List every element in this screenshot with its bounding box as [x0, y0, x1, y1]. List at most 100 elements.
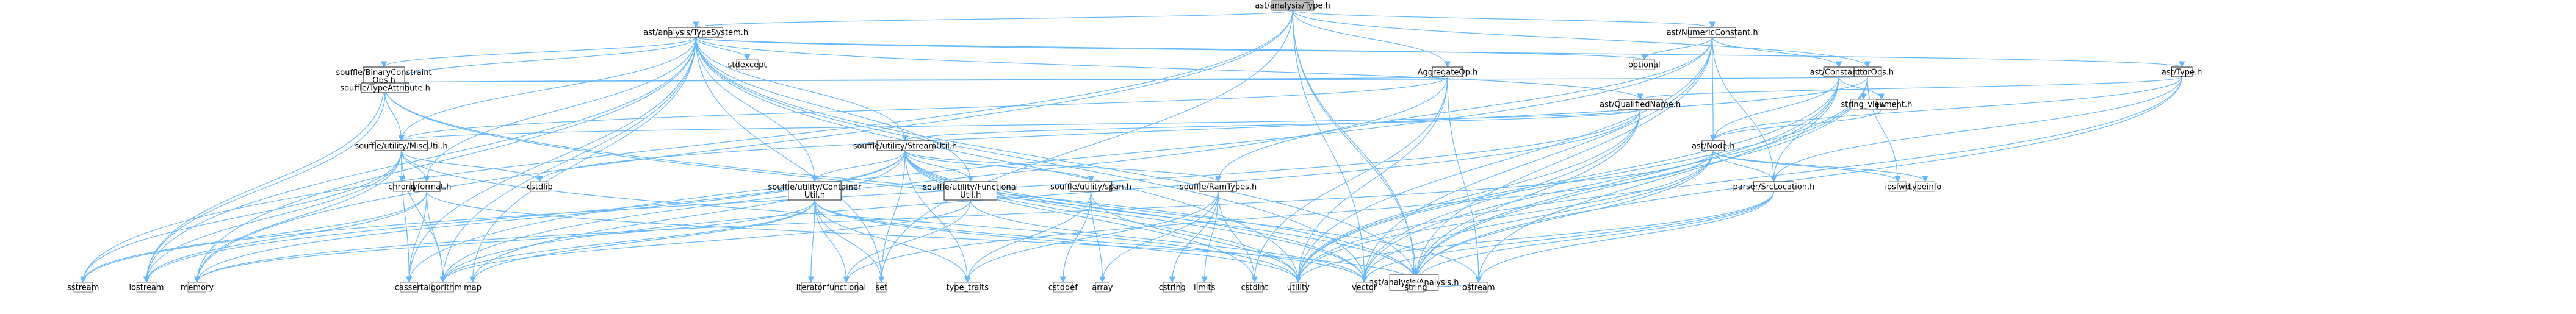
node-cstring[interactable]: cstring: [1159, 282, 1186, 293]
edge-typesystem-to-vector: [695, 37, 1364, 282]
node-ramtypes[interactable]: souffle/RamTypes.h: [1180, 181, 1257, 192]
edge-srclocation-to-vector: [1365, 191, 1774, 282]
node-box-asttype: [2171, 66, 2193, 77]
node-aggregateop[interactable]: AggregateOp.h: [1418, 66, 1478, 77]
node-type_traits[interactable]: type_traits: [946, 282, 989, 293]
node-ostream[interactable]: ostream: [1462, 282, 1495, 293]
node-label-root: ast/analysis/Type.h: [1255, 2, 1330, 11]
node-array[interactable]: array: [1092, 282, 1113, 293]
node-optional[interactable]: optional: [1628, 59, 1661, 70]
node-box-functional: [834, 282, 859, 293]
node-label-miscutil: souffle/utility/MiscUtil.h: [355, 142, 447, 151]
node-cstdint[interactable]: cstdint: [1241, 282, 1268, 293]
node-map[interactable]: map: [464, 282, 482, 293]
edge-numericconstant-to-constant: [1712, 37, 1839, 68]
edge-streamutil-to-vector: [904, 150, 1365, 282]
node-box-stdexcept: [736, 59, 759, 70]
node-iterator[interactable]: iterator: [796, 282, 826, 293]
node-iostream[interactable]: iostream: [129, 282, 164, 293]
edge-streamutil-to-memory: [197, 150, 906, 282]
node-stdexcept[interactable]: stdexcept: [728, 59, 767, 70]
edge-containerutil-to-memory: [197, 199, 815, 282]
node-typeinfo[interactable]: typeinfo: [1909, 181, 1941, 192]
node-cstdlib[interactable]: cstdlib: [527, 181, 553, 192]
edge-numericconstant-to-vector: [1365, 37, 1713, 282]
edge-typesystem-to-tinyformat: [427, 37, 696, 182]
node-label-sstream: sstream: [67, 284, 99, 293]
node-miscutil[interactable]: souffle/utility/MiscUtil.h: [355, 140, 448, 151]
node-utility[interactable]: utility: [1287, 282, 1310, 293]
node-box-srclocation: [1753, 181, 1795, 192]
node-vector[interactable]: vector: [1352, 282, 1377, 293]
edge-numericconstant-to-utility: [1298, 37, 1713, 282]
edge-root-to-vector: [1292, 10, 1364, 282]
node-iosfwd[interactable]: iosfwd: [1885, 181, 1911, 192]
node-box-astnode: [1701, 140, 1725, 151]
node-label-vector: vector: [1352, 284, 1377, 293]
node-label-asttype: ast/Type.h: [2162, 68, 2202, 77]
edge-astnode-to-string: [1416, 150, 1714, 282]
node-typesystem[interactable]: ast/analysis/TypeSystem.h: [643, 27, 748, 38]
edge-miscutil-to-cstdlib: [400, 150, 540, 182]
node-streamutil[interactable]: souffle/utility/StreamUtil.h: [853, 140, 958, 151]
node-string[interactable]: string: [1404, 282, 1427, 293]
node-memory[interactable]: memory: [181, 282, 214, 293]
node-box-miscutil: [375, 140, 428, 151]
edge-containerutil-to-map: [473, 199, 815, 282]
edge-typesystem-to-optional: [695, 37, 1644, 60]
edge-streamutil-to-cstdint: [904, 150, 1255, 282]
edge-typesystem-to-streamutil: [695, 37, 905, 141]
edge-functorops-to-utility: [1298, 76, 1868, 282]
node-box-string: [1407, 282, 1424, 293]
edge-functionalutil-to-algorithm: [443, 199, 971, 282]
edge-numericconstant-to-srclocation: [1712, 37, 1774, 182]
node-asttype[interactable]: ast/Type.h: [2162, 66, 2202, 77]
edge-qualifiedname-to-miscutil: [402, 109, 1641, 141]
node-typeattribute[interactable]: souffle/TypeAttribute.h: [340, 82, 430, 93]
node-srclocation[interactable]: parser/SrcLocation.h: [1733, 181, 1814, 192]
edge-ramtypes-to-type_traits: [967, 191, 1219, 282]
edge-typesystem-to-containerutil: [695, 37, 815, 182]
node-chrono[interactable]: chrono: [388, 181, 416, 192]
edge-root-to-aggregateop: [1292, 10, 1448, 68]
node-label-functionalutil: Util.h: [960, 191, 981, 200]
node-algorithm[interactable]: algorithm: [424, 282, 462, 293]
edge-streamutil-to-set: [881, 150, 906, 282]
node-label-typesystem: ast/analysis/TypeSystem.h: [643, 29, 748, 38]
edge-numericconstant-to-string: [1416, 37, 1713, 282]
edge-constant-to-ostream: [1479, 76, 1839, 282]
node-box-streamutil: [876, 140, 934, 151]
node-label-srclocation: parser/SrcLocation.h: [1733, 183, 1814, 192]
edge-typesystem-to-binaryconstraint: [384, 37, 696, 68]
node-box-iosfwd: [1888, 181, 1907, 192]
edge-qualifiedname-to-vector: [1365, 109, 1641, 282]
node-qualifiedname[interactable]: ast/QualifiedName.h: [1600, 99, 1681, 110]
edge-root-to-functorops: [1292, 10, 1867, 68]
node-constant[interactable]: ast/Constant.h: [1810, 66, 1868, 77]
edge-root-to-typesystem: [696, 10, 1293, 28]
node-box-functionalutil: [943, 181, 998, 201]
node-label-astnode: ast/Node.h: [1692, 142, 1735, 151]
node-cstddef[interactable]: cstddef: [1048, 282, 1078, 293]
node-string_view[interactable]: string_view: [1841, 99, 1886, 110]
node-limits[interactable]: limits: [1194, 282, 1216, 293]
node-functional[interactable]: functional: [826, 282, 866, 293]
edge-qualifiedname-to-sstream: [83, 109, 1641, 282]
node-tinyformat[interactable]: tinyformat.h: [402, 181, 451, 192]
node-span[interactable]: souffle/utility/span.h: [1050, 181, 1131, 192]
node-numericconstant[interactable]: ast/NumericConstant.h: [1667, 27, 1758, 38]
node-set[interactable]: set: [875, 282, 887, 293]
edge-miscutil-to-algorithm: [400, 150, 443, 282]
node-box-iostream: [136, 282, 157, 293]
edge-constant-to-argument: [1838, 76, 1881, 100]
edge-functorops-to-string: [1416, 76, 1868, 282]
node-sstream[interactable]: sstream: [67, 282, 99, 293]
node-astnode[interactable]: ast/Node.h: [1692, 140, 1735, 151]
node-box-utility: [1290, 282, 1307, 293]
node-cassert[interactable]: cassert: [395, 282, 424, 293]
edge-tinyformat-to-sstream: [83, 191, 427, 282]
edge-streamutil-to-map: [473, 150, 906, 282]
node-box-ramtypes: [1199, 181, 1237, 192]
